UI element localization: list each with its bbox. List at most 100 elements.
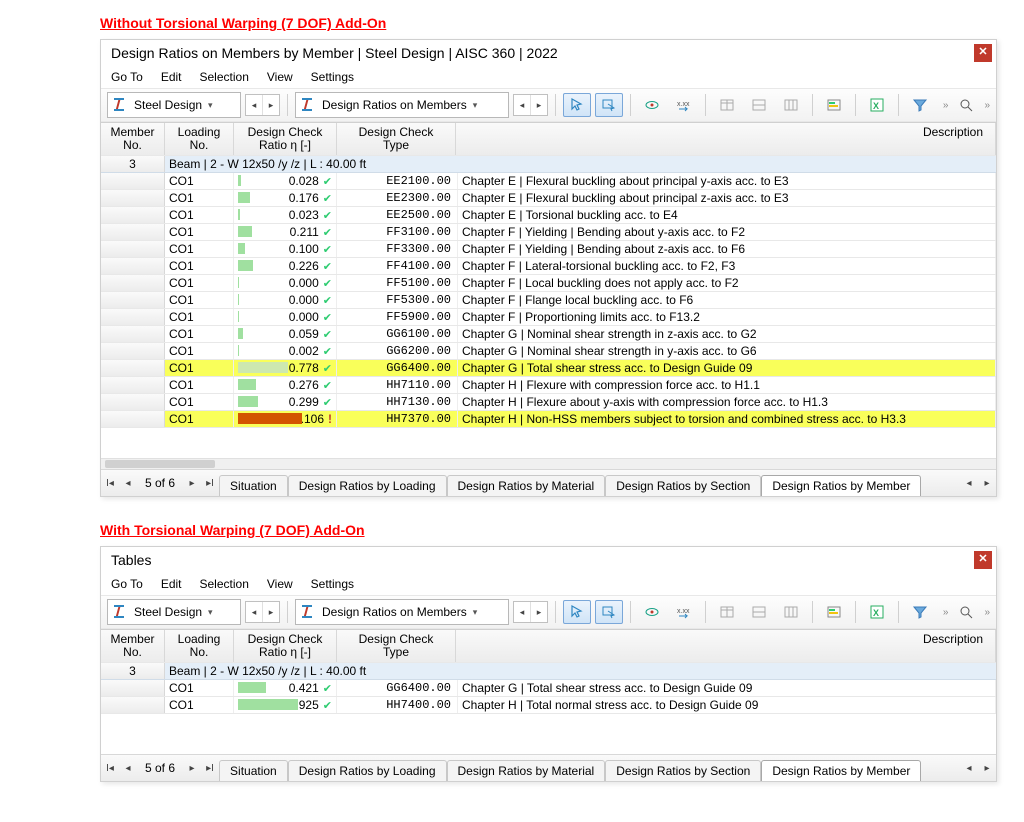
more-icon[interactable]: » [943,607,949,618]
select-window-icon[interactable] [595,93,623,117]
sheet-tab[interactable]: Situation [219,760,288,781]
table-row[interactable]: CO10.002 ✔GG6200.00Chapter G | Nominal s… [101,343,996,360]
table-row[interactable]: CO10.778 ✔GG6400.00Chapter G | Total she… [101,360,996,377]
menu-selection[interactable]: Selection [200,577,249,591]
menu-view[interactable]: View [267,577,293,591]
select-arrow-icon[interactable] [563,600,591,624]
grid-icon-3[interactable] [777,600,805,624]
group-row[interactable]: 3 Beam | 2 - W 12x50 /y /z | L : 40.00 f… [101,663,996,680]
decimals-icon[interactable]: x.xx [670,600,698,624]
prev-page-icon[interactable]: ◂ [119,763,137,774]
filter-icon[interactable] [906,93,934,117]
table-row[interactable]: CO10.000 ✔FF5100.00Chapter F | Local buc… [101,275,996,292]
prev-page-icon[interactable]: ◂ [119,478,137,489]
table-dropdown[interactable]: Design Ratios on Members ▾ [295,92,509,118]
horizontal-scrollbar[interactable] [101,458,996,469]
header-member[interactable]: Member No. [101,123,165,155]
sheet-tab[interactable]: Design Ratios by Loading [288,475,447,496]
table-row[interactable]: CO10.226 ✔FF4100.00Chapter F | Lateral-t… [101,258,996,275]
header-ratio[interactable]: Design Check Ratio η [-] [234,123,337,155]
sheet-tab[interactable]: Situation [219,475,288,496]
table-row[interactable]: CO10.059 ✔GG6100.00Chapter G | Nominal s… [101,326,996,343]
nav-buttons-1[interactable]: ◂▸ [245,94,280,116]
table-row[interactable]: CO10.100 ✔FF3300.00Chapter F | Yielding … [101,241,996,258]
table-row[interactable]: CO10.028 ✔EE2100.00Chapter E | Flexural … [101,173,996,190]
decimals-icon[interactable]: x.xx [670,93,698,117]
page-indicator: 5 of 6 [137,476,183,490]
close-icon[interactable]: ✕ [974,44,992,62]
header-desc[interactable]: Description [456,630,996,662]
view-icon[interactable] [638,600,666,624]
scroll-tabs-left-icon[interactable]: ◂ [960,763,978,774]
grid-icon-3[interactable] [777,93,805,117]
select-arrow-icon[interactable] [563,93,591,117]
first-page-icon[interactable]: I◂ [101,763,119,774]
header-member[interactable]: Member No. [101,630,165,662]
menu-edit[interactable]: Edit [161,70,182,84]
more-icon-2[interactable]: » [984,100,990,111]
sheet-tab[interactable]: Design Ratios by Material [447,760,606,781]
sheet-tab[interactable]: Design Ratios by Member [761,475,921,496]
next-page-icon[interactable]: ▸ [183,478,201,489]
category-dropdown[interactable]: Steel Design ▾ [107,92,241,118]
select-window-icon[interactable] [595,600,623,624]
last-page-icon[interactable]: ▸I [201,763,219,774]
cell-description: Chapter H | Total normal stress acc. to … [458,697,996,713]
color-bars-icon[interactable] [820,93,848,117]
search-icon[interactable] [952,600,980,624]
table-row[interactable]: CO10.176 ✔EE2300.00Chapter E | Flexural … [101,190,996,207]
table-row[interactable]: CO10.000 ✔FF5900.00Chapter F | Proportio… [101,309,996,326]
sheet-tab[interactable]: Design Ratios by Member [761,760,921,781]
sheet-tab[interactable]: Design Ratios by Section [605,475,761,496]
first-page-icon[interactable]: I◂ [101,478,119,489]
table-row[interactable]: CO10.000 ✔FF5300.00Chapter F | Flange lo… [101,292,996,309]
view-icon[interactable] [638,93,666,117]
more-icon[interactable]: » [943,100,949,111]
header-loading[interactable]: Loading No. [165,123,234,155]
sheet-tab[interactable]: Design Ratios by Material [447,475,606,496]
more-icon-2[interactable]: » [984,607,990,618]
table-row[interactable]: CO10.211 ✔FF3100.00Chapter F | Yielding … [101,224,996,241]
sheet-tab[interactable]: Design Ratios by Section [605,760,761,781]
header-desc[interactable]: Description [456,123,996,155]
header-loading[interactable]: Loading No. [165,630,234,662]
export-excel-icon[interactable]: X [863,600,891,624]
menu-selection[interactable]: Selection [200,70,249,84]
search-icon[interactable] [952,93,980,117]
last-page-icon[interactable]: ▸I [201,478,219,489]
scroll-tabs-left-icon[interactable]: ◂ [960,478,978,489]
table-row[interactable]: CO10.299 ✔HH7130.00Chapter H | Flexure a… [101,394,996,411]
next-page-icon[interactable]: ▸ [183,763,201,774]
nav-buttons-1[interactable]: ◂▸ [245,601,280,623]
table-dropdown[interactable]: Design Ratios on Members ▾ [295,599,509,625]
menu-settings[interactable]: Settings [311,577,354,591]
scroll-tabs-right-icon[interactable]: ▸ [978,763,996,774]
filter-icon[interactable] [906,600,934,624]
group-row[interactable]: 3 Beam | 2 - W 12x50 /y /z | L : 40.00 f… [101,156,996,173]
table-row[interactable]: CO10.925 ✔HH7400.00Chapter H | Total nor… [101,697,996,714]
close-icon[interactable]: ✕ [974,551,992,569]
scroll-tabs-right-icon[interactable]: ▸ [978,478,996,489]
table-row[interactable]: CO10.421 ✔GG6400.00Chapter G | Total she… [101,680,996,697]
header-type[interactable]: Design Check Type [337,630,456,662]
menu-goto[interactable]: Go To [111,70,143,84]
color-bars-icon[interactable] [820,600,848,624]
menu-settings[interactable]: Settings [311,70,354,84]
header-ratio[interactable]: Design Check Ratio η [-] [234,630,337,662]
nav-buttons-2[interactable]: ◂▸ [513,94,548,116]
nav-buttons-2[interactable]: ◂▸ [513,601,548,623]
menu-goto[interactable]: Go To [111,577,143,591]
grid-icon-2[interactable] [745,600,773,624]
grid-icon-2[interactable] [745,93,773,117]
grid-icon-1[interactable] [713,600,741,624]
table-row[interactable]: CO10.023 ✔EE2500.00Chapter E | Torsional… [101,207,996,224]
sheet-tab[interactable]: Design Ratios by Loading [288,760,447,781]
table-row[interactable]: CO13.106 !HH7370.00Chapter H | Non-HSS m… [101,411,996,428]
header-type[interactable]: Design Check Type [337,123,456,155]
menu-view[interactable]: View [267,70,293,84]
menu-edit[interactable]: Edit [161,577,182,591]
export-excel-icon[interactable]: X [863,93,891,117]
category-dropdown[interactable]: Steel Design ▾ [107,599,241,625]
table-row[interactable]: CO10.276 ✔HH7110.00Chapter H | Flexure w… [101,377,996,394]
grid-icon-1[interactable] [713,93,741,117]
